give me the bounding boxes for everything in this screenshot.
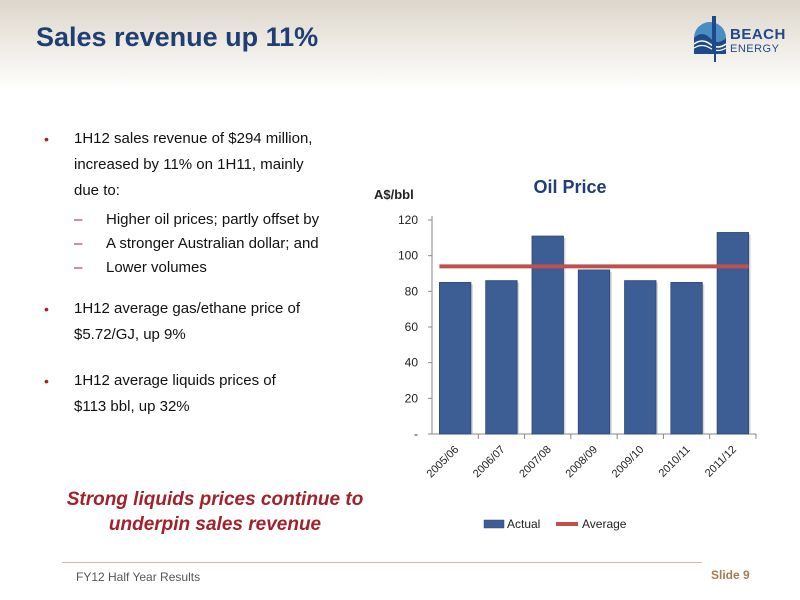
logo-text-beach: BEACH [730, 26, 786, 43]
legend-swatch-actual [483, 519, 505, 529]
bullet-line: $113 bbl, up 32% [74, 398, 190, 415]
bar-2011/12 [716, 232, 749, 435]
bar-2010/11 [670, 282, 703, 435]
bullet-dot-icon: • [44, 373, 49, 389]
bar-2005/06 [439, 282, 472, 435]
tagline-line: Strong liquids prices continue to [66, 489, 364, 510]
slide-number: Slide 9 [711, 568, 750, 582]
y-tick-label: - [414, 427, 418, 441]
bullet-dot-icon: • [44, 131, 49, 147]
bullet-line: $5.72/GJ, up 9% [74, 326, 186, 343]
x-tick-label: 2008/09 [564, 444, 601, 481]
y-tick-label: 100 [398, 249, 418, 263]
tagline: Strong liquids prices continue to underp… [40, 487, 390, 537]
bullet-item-sales: • 1H12 sales revenue of $294 million, in… [40, 126, 370, 204]
bar-2006/07 [485, 280, 518, 435]
x-tick-label: 2009/10 [610, 444, 647, 481]
y-tick-label: 60 [405, 320, 419, 334]
bullet-line: 1H12 average gas/ethane price of [74, 300, 300, 317]
logo-text-energy: ENERGY [730, 43, 780, 55]
legend-label-actual: Actual [507, 517, 540, 531]
y-tick-label: 40 [405, 356, 419, 370]
bullet-item-liquids: • 1H12 average liquids prices of $113 bb… [40, 368, 370, 420]
tagline-line: underpin sales revenue [108, 514, 322, 535]
bar-2009/10 [624, 280, 657, 435]
slide-title: Sales revenue up 11% [36, 22, 319, 52]
beach-energy-logo: BEACH ENERGY [688, 12, 800, 74]
x-tick-label: 2010/11 [657, 444, 693, 480]
x-tick-label: 2011/12 [703, 444, 739, 480]
subitem-text: A stronger Australian dollar; and [106, 235, 319, 252]
subitem-aud: – A stronger Australian dollar; and [40, 232, 370, 256]
footer-divider [62, 562, 702, 563]
y-tick-label: 20 [405, 391, 419, 405]
bullet-line: due to: [74, 182, 120, 199]
bar-2007/08 [531, 235, 564, 435]
logo-emblem-icon [693, 16, 727, 62]
bullet-dot-icon: • [44, 301, 49, 317]
y-axis-label: A$/bbl [374, 187, 414, 202]
bullet-list: • 1H12 sales revenue of $294 million, in… [40, 126, 370, 420]
subitem-text: Lower volumes [106, 259, 207, 276]
bullet-line: 1H12 average liquids prices of [74, 372, 276, 389]
subitem-oil-prices: – Higher oil prices; partly offset by [40, 208, 370, 232]
x-tick-label: 2005/06 [425, 444, 462, 481]
y-tick-label: 80 [405, 284, 419, 298]
chart-title: Oil Price [533, 177, 606, 197]
bar-2008/09 [577, 269, 611, 435]
subitem-text: Higher oil prices; partly offset by [106, 211, 320, 228]
bullet-line: increased by 11% on 1H11, mainly [74, 156, 304, 173]
subitem-volumes: – Lower volumes [40, 256, 370, 280]
dash-icon: – [74, 211, 83, 228]
footer-title: FY12 Half Year Results [76, 570, 201, 584]
dash-icon: – [74, 259, 83, 276]
y-tick-label: 120 [398, 213, 418, 227]
bullet-line: 1H12 sales revenue of $294 million, [74, 130, 313, 147]
slide-header: Sales revenue up 11% BEACH ENERGY [0, 0, 800, 90]
dash-icon: – [74, 235, 83, 252]
legend-label-average: Average [582, 517, 627, 531]
bullet-item-gas: • 1H12 average gas/ethane price of $5.72… [40, 296, 370, 348]
x-tick-label: 2006/07 [471, 444, 508, 481]
x-tick-label: 2007/08 [517, 444, 554, 481]
